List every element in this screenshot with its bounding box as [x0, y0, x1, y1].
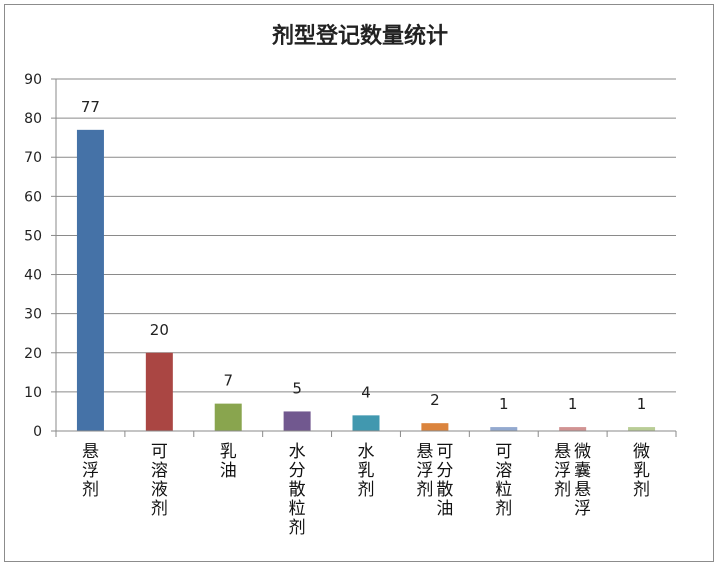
y-tick-label: 90 [24, 72, 42, 88]
y-tick-label: 40 [24, 268, 42, 284]
data-labels: 77 20 7 5 4 2 1 1 1 [81, 98, 646, 413]
chart-title: 剂型登记数量统计 [271, 24, 448, 49]
category-label: 可分散油 [436, 442, 453, 519]
category-label: 可溶液剂 [151, 442, 168, 519]
bars [76, 129, 656, 431]
bar [76, 129, 104, 431]
bar [421, 423, 449, 431]
data-label: 2 [430, 391, 440, 409]
category-label: 悬浮剂 [554, 442, 571, 500]
y-tick-label: 80 [24, 111, 42, 127]
bar [628, 427, 656, 431]
y-tick-label: 70 [24, 150, 42, 166]
category-label: 水乳剂 [358, 442, 375, 500]
y-axis-ticks: 0 10 20 30 40 50 60 70 80 90 [24, 72, 56, 440]
data-label: 1 [637, 395, 647, 413]
bar [559, 427, 587, 431]
data-label: 1 [568, 395, 578, 413]
data-label: 4 [361, 383, 371, 401]
y-tick-label: 10 [24, 385, 42, 401]
bar [490, 427, 518, 431]
grid-lines [56, 78, 676, 393]
bar [214, 403, 242, 431]
category-label: 悬浮剂 [416, 442, 433, 500]
axes [55, 79, 677, 437]
y-tick-label: 50 [24, 228, 42, 244]
category-label: 水分散粒剂 [289, 442, 306, 538]
data-label: 20 [150, 321, 169, 339]
y-tick-label: 0 [33, 424, 42, 440]
data-label: 1 [499, 395, 509, 413]
category-label: 乳油 [220, 442, 237, 481]
bar [145, 352, 173, 431]
data-label: 77 [81, 98, 100, 116]
y-tick-label: 30 [24, 307, 42, 323]
y-tick-label: 20 [24, 346, 42, 362]
category-label: 微囊悬浮 [574, 442, 591, 519]
data-label: 5 [292, 379, 302, 397]
category-label: 微乳剂 [633, 442, 650, 500]
data-label: 7 [223, 372, 233, 390]
category-label: 可溶粒剂 [495, 442, 512, 519]
y-tick-label: 60 [24, 189, 42, 205]
bar [352, 415, 380, 431]
bar [283, 411, 311, 431]
chart-frame [4, 4, 714, 562]
category-label: 悬浮剂 [82, 442, 99, 500]
